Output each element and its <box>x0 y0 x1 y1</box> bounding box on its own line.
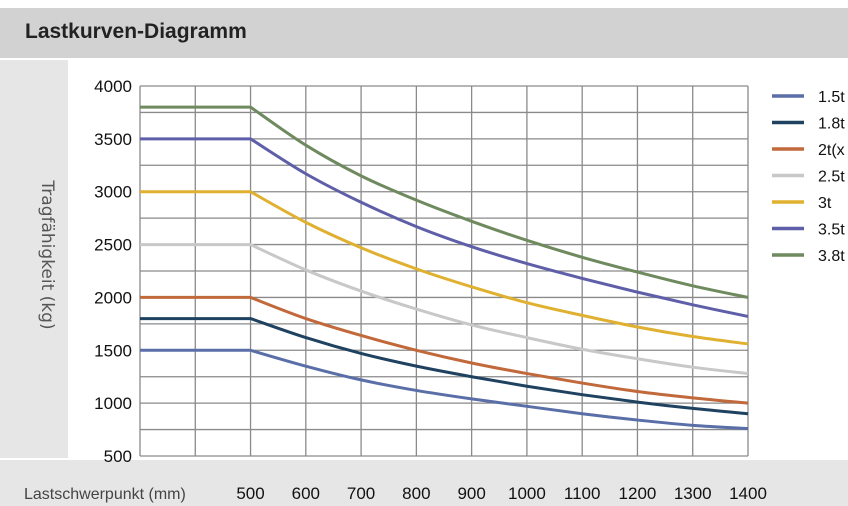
x-tick-label: 900 <box>457 484 485 503</box>
y-tick-label: 2500 <box>94 236 132 255</box>
legend-label: 1.5t <box>818 89 845 106</box>
series-lines <box>140 105 749 431</box>
legend-label: 2.5t <box>818 169 845 186</box>
x-axis-label: Lastschwerpunkt (mm) <box>24 486 186 503</box>
series-line-38t <box>140 105 749 299</box>
x-tick-label: 1200 <box>619 484 657 503</box>
y-tick-label: 3500 <box>94 130 132 149</box>
x-tick-label: 1100 <box>564 484 601 503</box>
y-tick-label: 500 <box>104 447 132 466</box>
series-line-15t <box>140 348 749 431</box>
series-line-18t <box>140 317 749 416</box>
y-tick-label: 2000 <box>94 288 132 307</box>
x-tick-label: 1000 <box>508 484 546 503</box>
chart-title: Lastkurven-Diagramm <box>25 20 247 43</box>
x-tick-labels: 500 600 700 800 900 1000 1100 1200 1300 1400 <box>236 484 767 503</box>
series-line-35t <box>140 137 749 318</box>
y-label-band <box>0 60 68 458</box>
legend-label: 3t <box>818 195 832 212</box>
grid <box>139 85 749 457</box>
y-tick-label: 1000 <box>94 394 132 413</box>
x-tick-label: 600 <box>292 484 320 503</box>
legend-label: 3.5t <box>818 222 845 239</box>
legend: 1.5t 1.8t 2t(x 2.5t 3t 3.5t 3.8t <box>772 89 845 265</box>
x-tick-label: 500 <box>236 484 264 503</box>
series-line-25t <box>140 243 749 376</box>
series-line-3t <box>140 190 749 346</box>
series-line-2tx <box>140 295 749 405</box>
y-tick-label: 1500 <box>94 341 132 360</box>
y-tick-label: 4000 <box>94 77 132 96</box>
y-axis-label: Tragfähigkeit (kg) <box>37 179 57 329</box>
x-tick-label: 800 <box>402 484 430 503</box>
x-axis-band <box>0 460 848 506</box>
x-tick-label: 700 <box>347 484 375 503</box>
y-tick-label: 3000 <box>94 183 132 202</box>
legend-label: 1.8t <box>818 116 845 133</box>
legend-label: 3.8t <box>818 248 845 265</box>
x-tick-label: 1400 <box>729 484 767 503</box>
legend-label: 2t(x <box>818 142 845 159</box>
x-tick-label: 1300 <box>674 484 712 503</box>
y-tick-labels: 500 1000 1500 2000 2500 3000 3500 4000 <box>94 77 132 466</box>
title-bar: Lastkurven-Diagramm <box>0 8 848 58</box>
